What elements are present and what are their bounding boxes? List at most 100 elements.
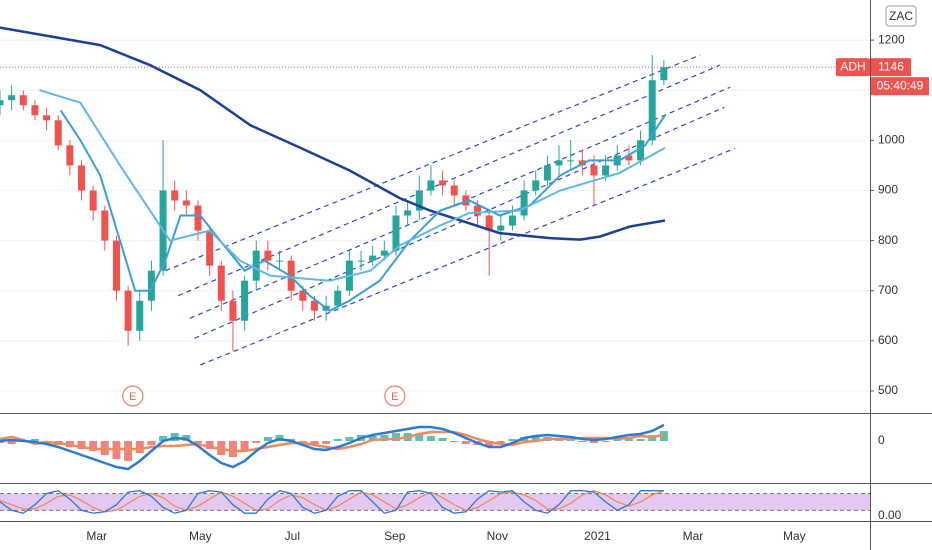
channel-line xyxy=(194,106,725,339)
histogram-bar xyxy=(426,436,435,441)
countdown-label: 05:40:49 xyxy=(877,78,924,92)
histogram-bar xyxy=(7,441,16,444)
countdown-box xyxy=(871,77,929,96)
candle-body xyxy=(474,205,482,216)
last-price-label: 1146 xyxy=(878,59,904,73)
currency-label: ZAC xyxy=(889,9,913,23)
candle-body xyxy=(520,190,528,216)
candle-body xyxy=(124,290,132,331)
candle-body xyxy=(369,255,377,261)
histogram-bar xyxy=(438,438,447,441)
channel-line xyxy=(177,64,721,297)
channel-line xyxy=(189,86,731,319)
histogram-bar xyxy=(636,439,645,441)
candle-body xyxy=(648,80,656,141)
histogram-bar xyxy=(89,441,98,451)
x-tick-label: Nov xyxy=(487,529,508,543)
candle-body xyxy=(8,95,16,101)
y-tick-label: 700 xyxy=(878,283,898,297)
candle-body xyxy=(66,145,74,166)
candle-body xyxy=(43,115,51,121)
histogram-bar xyxy=(485,441,494,446)
histogram-bar xyxy=(624,438,633,441)
histogram-bar xyxy=(263,437,272,441)
candle-body xyxy=(54,120,62,146)
candle-body xyxy=(625,155,633,161)
channel-line xyxy=(165,54,701,272)
candle-body xyxy=(310,300,318,311)
histogram-bar xyxy=(589,441,598,443)
candle-body xyxy=(182,200,190,206)
histogram-bar xyxy=(531,436,540,441)
candle-body xyxy=(112,240,120,291)
y-tick-label: 0 xyxy=(878,433,885,447)
histogram-bar xyxy=(333,439,342,441)
histogram-bar xyxy=(322,441,331,444)
event-label: E xyxy=(391,391,398,403)
symbol-box xyxy=(836,58,870,77)
histogram-bar xyxy=(345,437,354,441)
event-label: E xyxy=(129,391,136,403)
channel-line xyxy=(200,147,736,366)
histogram-bar xyxy=(368,436,377,441)
y-tick-label: 0.00 xyxy=(878,508,902,522)
k-line xyxy=(0,489,664,514)
histogram-bar xyxy=(240,441,249,451)
histogram-bar xyxy=(415,434,424,441)
candle-body xyxy=(78,165,86,191)
candle-body xyxy=(31,105,39,116)
y-tick-label: 1000 xyxy=(878,133,905,147)
candle-body xyxy=(602,165,610,176)
histogram-bar xyxy=(77,441,86,449)
y-tick-label: 600 xyxy=(878,333,898,347)
candle-body xyxy=(462,195,470,206)
candle-body xyxy=(299,290,307,301)
histogram-bar xyxy=(578,441,587,442)
candle-body xyxy=(276,260,284,262)
histogram-bar xyxy=(124,441,133,461)
histogram-bar xyxy=(135,441,144,453)
candle-body xyxy=(171,190,179,201)
histogram-bar xyxy=(461,441,470,444)
candle-body xyxy=(380,250,388,256)
histogram-bar xyxy=(30,439,39,441)
candle-body xyxy=(450,185,458,196)
event-marker xyxy=(122,385,144,407)
candle-body xyxy=(532,180,540,191)
candle-body xyxy=(415,190,423,211)
x-tick-label: May xyxy=(189,529,212,543)
candle-body xyxy=(241,280,249,321)
candle-body xyxy=(660,67,668,81)
y-tick-label: 800 xyxy=(878,233,898,247)
candle-body xyxy=(0,100,4,106)
candle-body xyxy=(136,300,144,331)
candle-body xyxy=(334,290,342,306)
moving-average xyxy=(39,89,666,282)
candle-body xyxy=(264,250,272,261)
candle-body xyxy=(637,140,645,161)
y-tick-label: 900 xyxy=(878,183,898,197)
histogram-bar xyxy=(228,441,237,457)
x-tick-label: May xyxy=(783,529,806,543)
candle-body xyxy=(89,190,97,211)
moving-average xyxy=(0,26,666,241)
y-tick-label: 1200 xyxy=(878,32,905,46)
candle-body xyxy=(485,215,493,231)
histogram-bar xyxy=(310,441,319,445)
macd-line xyxy=(0,423,665,471)
candle-body xyxy=(19,95,27,106)
candle-body xyxy=(101,210,109,241)
candle-body xyxy=(357,260,365,262)
histogram-bar xyxy=(205,441,214,449)
event-marker xyxy=(384,385,406,407)
candle-body xyxy=(147,270,155,301)
histogram-bar xyxy=(391,433,400,441)
histogram-bar xyxy=(601,441,610,442)
histogram-bar xyxy=(252,441,261,443)
x-tick-label: Jul xyxy=(285,529,300,543)
moving-average xyxy=(59,109,666,312)
candle-body xyxy=(497,225,505,231)
